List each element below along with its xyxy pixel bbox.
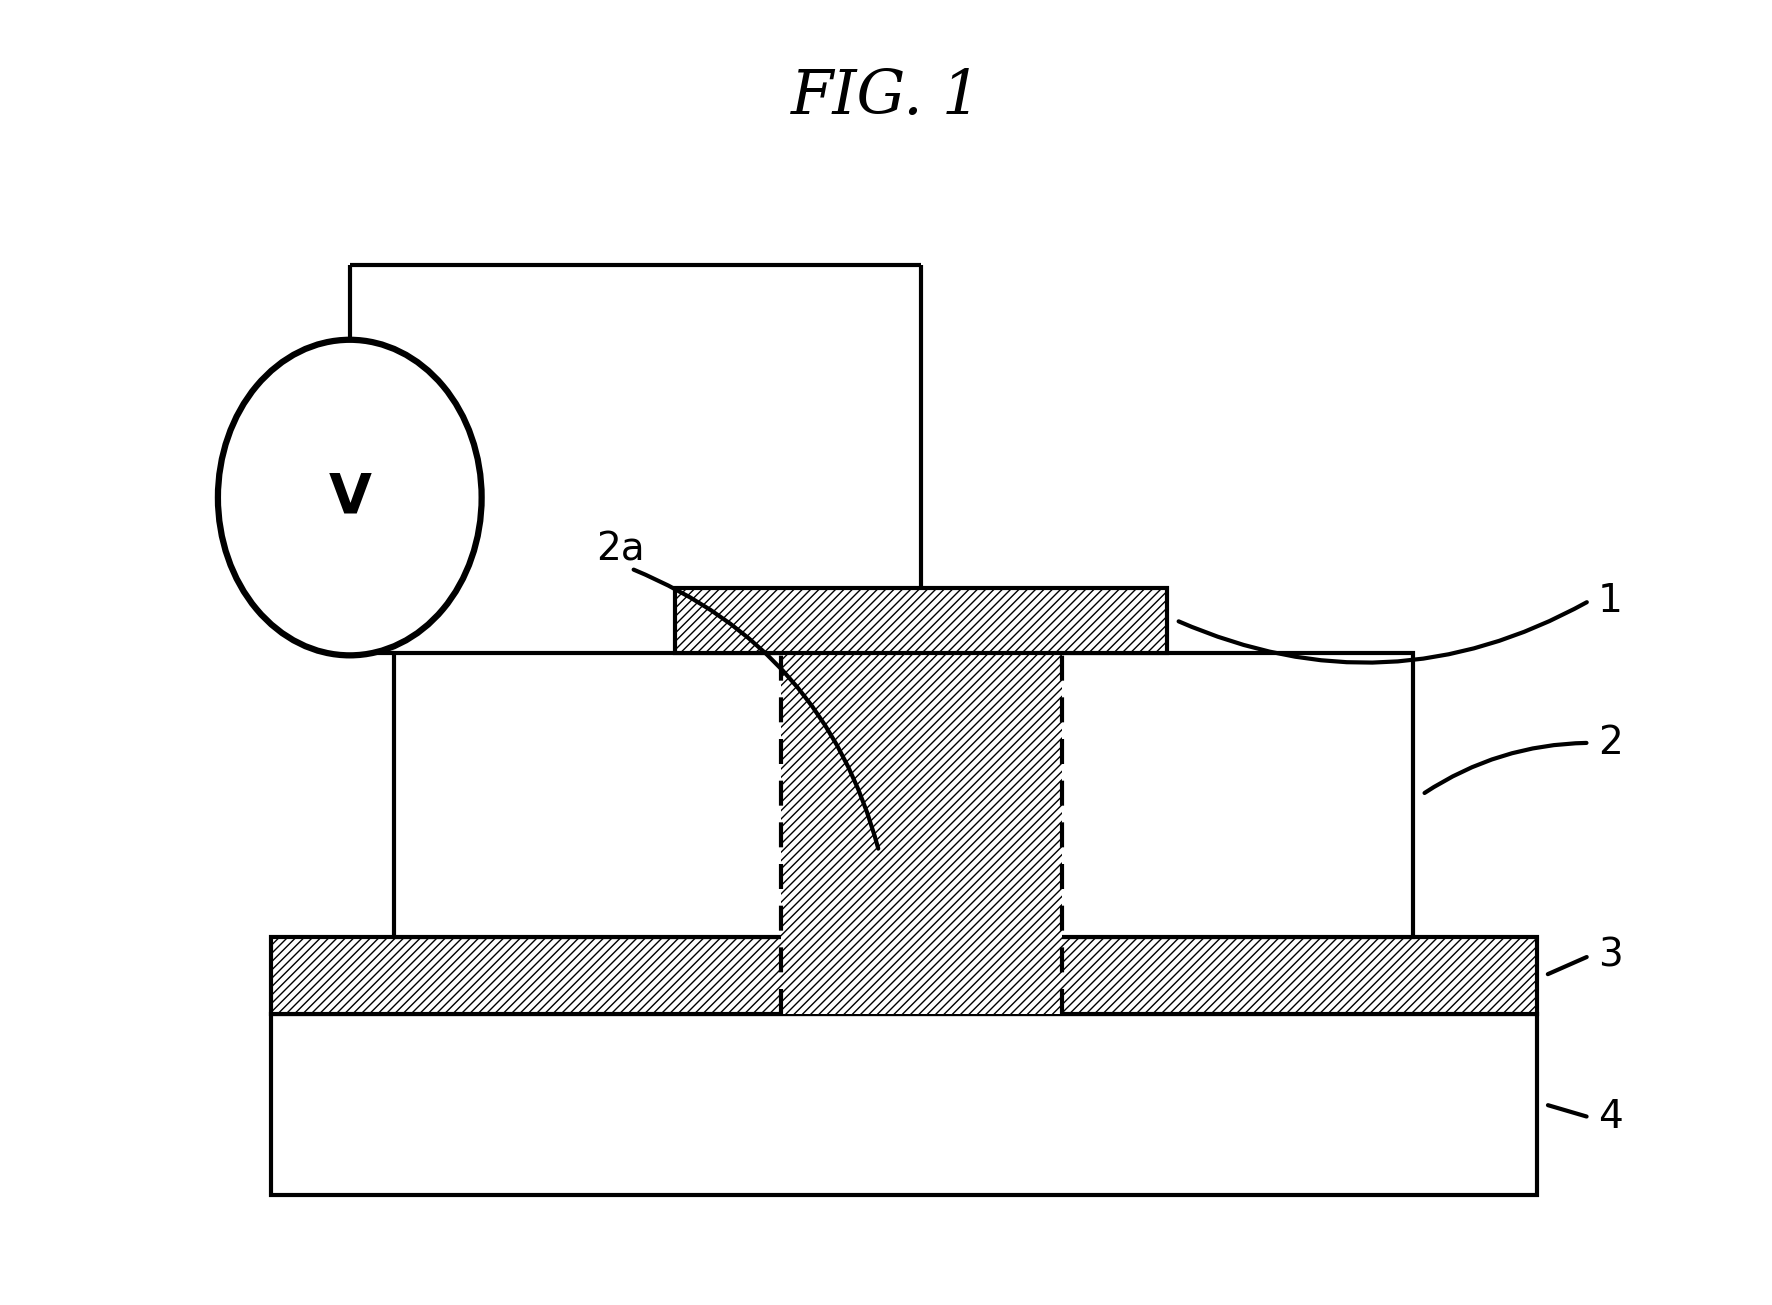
Text: FIG. 1: FIG. 1 [790,68,982,128]
Bar [393,652,1414,937]
Text: V: V [328,471,372,525]
Text: 3: 3 [1598,937,1623,975]
Ellipse shape [218,339,482,655]
Text: 1: 1 [1598,582,1623,620]
Bar [271,1014,1536,1195]
Bar [271,937,1536,1014]
Bar [780,652,1061,1014]
Bar [675,589,1168,652]
Text: 4: 4 [1598,1099,1623,1137]
Text: 2: 2 [1598,724,1623,762]
Text: 2a: 2a [595,530,645,568]
